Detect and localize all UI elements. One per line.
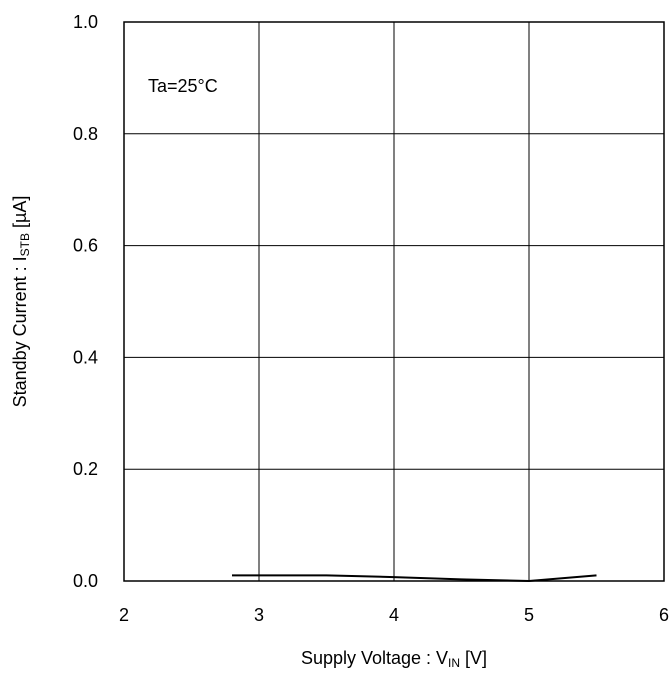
x-axis-label-subscript: IN <box>448 656 460 670</box>
grid-lines <box>124 22 664 581</box>
y-tick-label: 0.6 <box>73 236 98 256</box>
temperature-annotation: Ta=25°C <box>148 76 218 96</box>
series-group <box>232 574 597 582</box>
y-tick-label: 0.4 <box>73 347 98 367</box>
y-axis-label-subscript: STB <box>18 233 32 256</box>
x-tick-label: 6 <box>659 605 669 625</box>
y-tick-label: 0.2 <box>73 459 98 479</box>
y-tick-label: 0.0 <box>73 571 98 591</box>
y-tick-labels: 0.0 0.2 0.4 0.6 0.8 1.0 <box>73 12 98 591</box>
x-axis-label-unit: [V] <box>460 648 487 668</box>
x-axis-label-main: Supply Voltage : V <box>301 648 448 668</box>
x-tick-label: 2 <box>119 605 129 625</box>
y-tick-label: 0.8 <box>73 124 98 144</box>
x-tick-label: 3 <box>254 605 264 625</box>
plot-frame <box>123 21 665 582</box>
y-axis-label: Standby Current : ISTB [µA] <box>10 196 32 408</box>
x-axis-label: Supply Voltage : VIN [V] <box>301 648 487 670</box>
x-tick-labels: 2 3 4 5 6 <box>119 605 669 625</box>
y-tick-label: 1.0 <box>73 12 98 32</box>
y-axis-label-main: Standby Current : I <box>10 256 30 407</box>
x-tick-label: 5 <box>524 605 534 625</box>
series-line <box>232 574 597 582</box>
x-tick-label: 4 <box>389 605 399 625</box>
y-axis-label-unit: [µA] <box>10 196 30 233</box>
